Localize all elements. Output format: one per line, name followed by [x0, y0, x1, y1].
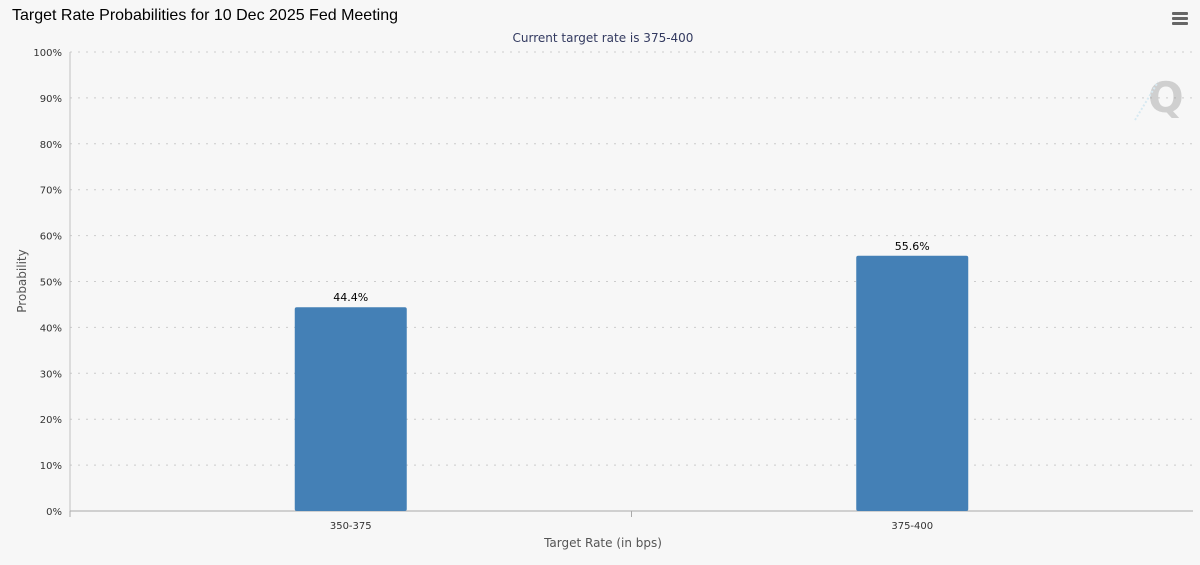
q-logo-icon: Q	[1134, 73, 1184, 122]
y-tick-label: 10%	[40, 461, 62, 472]
x-tick-label: 350-375	[330, 521, 372, 532]
y-tick-label: 30%	[40, 369, 62, 380]
y-tick-label: 70%	[40, 186, 62, 197]
y-tick-label: 100%	[33, 48, 62, 59]
svg-text:Q: Q	[1148, 73, 1184, 122]
chart-title: Target Rate Probabilities for 10 Dec 202…	[12, 7, 398, 24]
y-tick-label: 40%	[40, 323, 62, 334]
hamburger-menu-icon[interactable]	[1172, 12, 1188, 26]
y-tick-label: 90%	[40, 94, 62, 105]
y-tick-label: 50%	[40, 278, 62, 289]
y-tick-label: 0%	[46, 507, 62, 518]
data-label: 55.6%	[895, 240, 930, 253]
x-tick-label: 375-400	[891, 521, 933, 532]
y-tick-label: 20%	[40, 415, 62, 426]
bar	[856, 255, 969, 511]
data-label: 44.4%	[333, 291, 368, 304]
y-tick-label: 60%	[40, 232, 62, 243]
x-axis-label: Target Rate (in bps)	[543, 536, 662, 550]
y-tick-label: 80%	[40, 140, 62, 151]
y-axis-label: Probability	[15, 249, 29, 312]
bar	[294, 307, 407, 511]
chart-subtitle: Current target rate is 375-400	[513, 31, 694, 45]
